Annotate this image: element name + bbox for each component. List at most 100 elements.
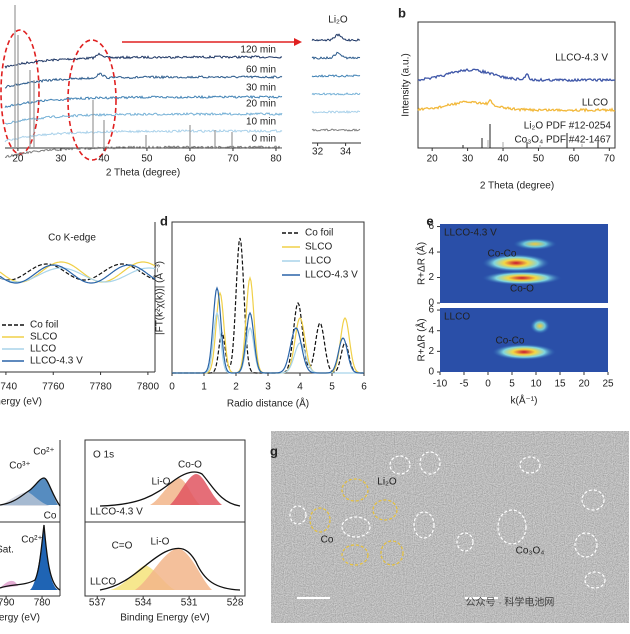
x-tick-label: 70: [227, 154, 239, 165]
curve: [311, 74, 361, 78]
peak: [135, 548, 212, 590]
panel-label: d: [160, 213, 168, 228]
map-label: Co-Co: [488, 249, 517, 260]
curve: [4, 128, 283, 143]
curve: [4, 94, 283, 108]
map-title: LLCO: [444, 312, 470, 323]
reference-label: Co₃O₄ PDF #42-1467: [514, 135, 611, 146]
peak-label: Co²⁺: [33, 447, 54, 458]
particle: [456, 532, 474, 552]
series-label: LLCO: [582, 98, 608, 109]
x-tick-label: 20: [427, 154, 439, 165]
highlight: [0, 29, 40, 155]
sample-label: LLCO-4.3 V: [90, 507, 143, 518]
frame: [171, 221, 365, 374]
map-label: Co-Co: [496, 336, 525, 347]
x-tick-label: 15: [554, 379, 566, 390]
peak: [0, 478, 58, 505]
heatmap-blob: [482, 271, 562, 285]
heatmap: [440, 308, 608, 372]
axis-label: Energy (eV): [0, 397, 42, 408]
arrow-head: [294, 38, 302, 46]
y-tick-label: 0: [428, 367, 434, 378]
map-title: LLCO-4.3 V: [444, 228, 497, 239]
particle: [309, 507, 331, 533]
x-tick-label: 780: [34, 598, 51, 609]
curve: [172, 286, 364, 374]
tem-image: [455, 447, 613, 607]
x-tick-label: 30: [462, 154, 474, 165]
x-tick-label: 40: [497, 154, 509, 165]
x-tick-label: 20: [12, 154, 24, 165]
axis-label: 2 Theta (degree): [480, 181, 554, 192]
x-tick-label: 4: [297, 382, 303, 393]
x-tick-label: 30: [55, 154, 67, 165]
particle: [519, 456, 541, 474]
x-tick-label: 50: [141, 154, 153, 165]
panel-title: O 1s: [93, 450, 114, 461]
peak: [170, 474, 222, 505]
x-tick-label: 7760: [42, 382, 65, 393]
x-tick-label: 20: [578, 379, 590, 390]
peak-label: C=O: [112, 541, 133, 552]
x-tick-label: 2: [233, 382, 239, 393]
curve: [4, 72, 283, 89]
curve: [0, 524, 61, 591]
axis-label: Energy (eV): [0, 613, 40, 624]
particle-marks: [289, 451, 606, 589]
legend-label: Co foil: [30, 320, 58, 331]
peak-label: Co: [44, 511, 57, 522]
panel-label: e: [426, 213, 433, 228]
x-tick-label: 25: [602, 379, 614, 390]
image-label: Li₂O: [377, 477, 397, 488]
curve: [417, 98, 616, 113]
peak: [0, 492, 50, 506]
series-label: 60 min: [246, 65, 276, 76]
heatmap-blob: [482, 254, 550, 272]
legend-label: LLCO: [305, 256, 331, 267]
particle: [289, 505, 307, 525]
x-tick-label: 40: [98, 154, 110, 165]
series-label: 120 min: [240, 45, 276, 56]
particle: [341, 478, 369, 502]
x-tick-label: 50: [533, 154, 545, 165]
x-tick-label: 6: [361, 382, 367, 393]
series-label: 0 min: [252, 134, 276, 145]
axis-label: |FT(k²χ(k))| (Å⁻³): [153, 261, 166, 335]
frame: [84, 439, 246, 597]
particle: [389, 455, 411, 475]
x-tick-label: -5: [460, 379, 469, 390]
x-tick-label: 7780: [89, 382, 112, 393]
axis-label: R+ΔR (Å): [415, 318, 428, 361]
y-tick-label: 4: [428, 247, 434, 258]
y-tick-label: 4: [428, 325, 434, 336]
y-tick-label: 2: [428, 272, 434, 283]
curve: [172, 276, 364, 374]
x-tick-label: 537: [89, 598, 106, 609]
x-tick-label: 60: [568, 154, 580, 165]
particle: [372, 499, 398, 521]
inset-title: Li₂O: [328, 15, 348, 26]
x-tick-label: 790: [0, 598, 15, 609]
panel-title: Co K-edge: [48, 233, 96, 244]
x-tick-label: 0: [485, 379, 491, 390]
map-label: Co-O: [510, 284, 534, 295]
x-tick-label: 60: [184, 154, 196, 165]
particle: [574, 532, 598, 558]
x-tick-label: 7800: [137, 382, 160, 393]
y-tick-label: 6: [428, 221, 434, 232]
curve: [99, 471, 241, 507]
curve: [311, 33, 361, 42]
peak-label: Li-O: [151, 537, 170, 548]
image-label: Co: [321, 535, 334, 546]
curve: [0, 477, 61, 507]
curve: [99, 547, 241, 591]
curve: [311, 92, 361, 96]
x-tick-label: 80: [270, 154, 282, 165]
heatmap-blob: [513, 238, 557, 250]
axis-label: R+ΔR (Å): [415, 242, 428, 285]
frame: [417, 21, 616, 149]
peak-label: Co-O: [178, 460, 202, 471]
series-label: LLCO-4.3 V: [555, 53, 608, 64]
